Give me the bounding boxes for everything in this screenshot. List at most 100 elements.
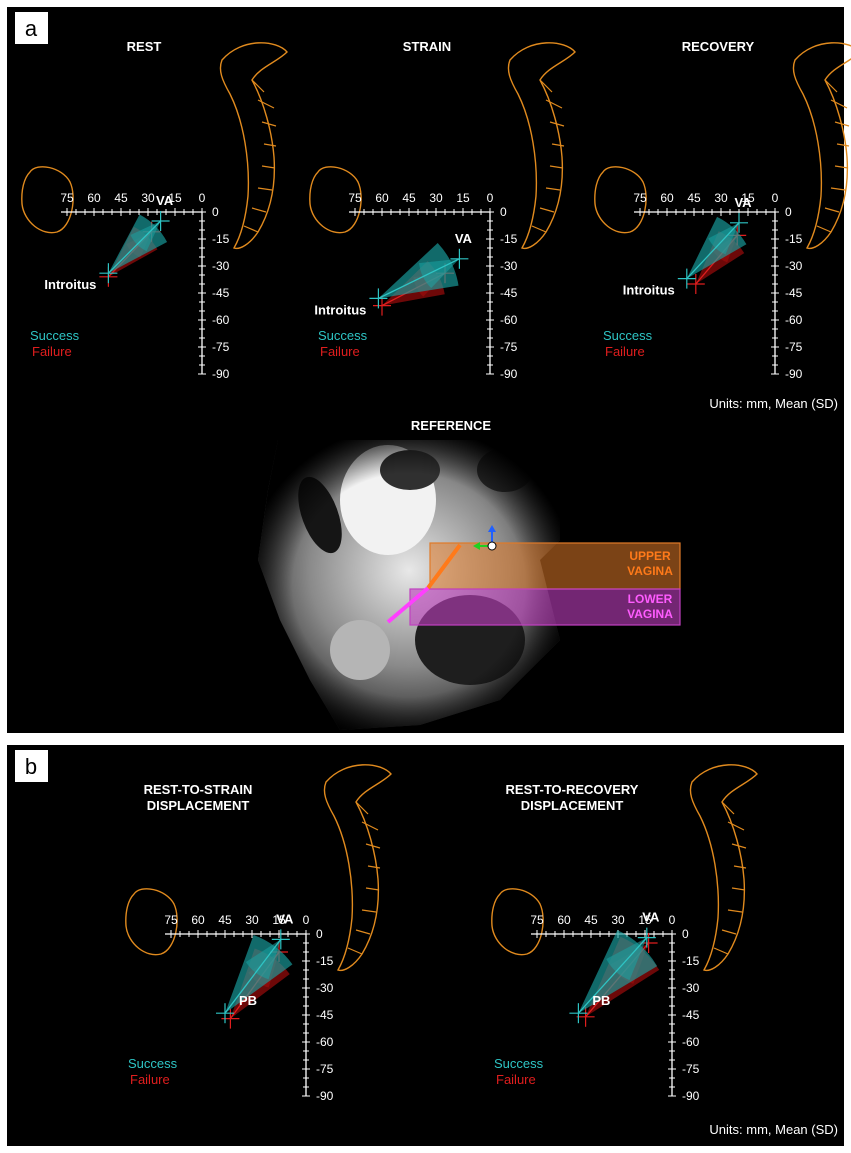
x-tick-label: 60 [87, 191, 101, 205]
sacrum-segment-6 [721, 929, 737, 935]
sacrum-segment-4 [365, 887, 380, 891]
pubic-bone-outline [309, 166, 362, 234]
sacrum-segment-7 [816, 225, 832, 233]
reference-x-arrowhead [473, 542, 480, 550]
legend-failure: Failure [32, 344, 72, 359]
panel-b-label-box [15, 750, 48, 782]
y-tick-label: -60 [212, 313, 230, 327]
sacrum-segment-5 [257, 187, 273, 191]
success-segment-line [224, 939, 282, 1014]
sacrum-segment-5 [830, 187, 846, 191]
introitus-label: Introitus [314, 302, 366, 317]
rest-to-recovery-title-line1: REST-TO-RECOVERY [506, 782, 639, 797]
x-tick-label: 0 [669, 913, 676, 927]
x-tick-label: 15 [456, 191, 470, 205]
y-tick-label: 0 [500, 205, 507, 219]
y-tick-label: -15 [500, 232, 518, 246]
rest-title: REST [127, 39, 162, 54]
sacrum-segment-3 [836, 143, 850, 147]
y-tick-label: -60 [316, 1035, 334, 1049]
lower-vagina-region [409, 588, 681, 626]
x-tick-label: 15 [638, 913, 652, 927]
x-tick-label: 45 [218, 913, 232, 927]
y-tick-label: -60 [500, 313, 518, 327]
sacrum-segment-1 [545, 99, 563, 109]
y-tick-label: -45 [500, 286, 518, 300]
y-tick-label: -45 [212, 286, 230, 300]
upper-vagina-region [429, 542, 681, 590]
x-tick-label: 30 [245, 913, 259, 927]
legend-failure: Failure [130, 1072, 170, 1087]
rest-to-strain-title-line1: REST-TO-STRAIN [144, 782, 253, 797]
x-tick-label: 75 [348, 191, 362, 205]
x-tick-label: 75 [164, 913, 178, 927]
y-tick-label: -90 [682, 1089, 700, 1103]
y-tick-label: -30 [316, 981, 334, 995]
sacrum-segment-3 [733, 865, 747, 869]
pubic-bone-outline [21, 166, 74, 234]
lower-vagina-label-line1: LOWER [628, 592, 673, 606]
recovery-title: RECOVERY [682, 39, 755, 54]
y-tick-label: -30 [500, 259, 518, 273]
x-tick-label: 30 [141, 191, 155, 205]
y-tick-label: -60 [785, 313, 803, 327]
reference-y-arrowhead [488, 525, 496, 532]
panel-a-label: a [25, 16, 38, 41]
x-tick-label: 60 [375, 191, 389, 205]
success-va-sd-wedge [245, 939, 281, 980]
panel-b-frame [5, 743, 846, 1148]
y-tick-label: 0 [682, 927, 689, 941]
success-segment-sd-wedge [378, 243, 459, 299]
y-tick-label: -15 [785, 232, 803, 246]
sacrum-segment-4 [731, 887, 746, 891]
x-tick-label: 30 [429, 191, 443, 205]
sacrum-segment-6 [355, 929, 371, 935]
x-tick-label: 75 [633, 191, 647, 205]
va-label: VA [642, 910, 660, 925]
sacrum-segment-7 [243, 225, 259, 233]
sacrum-segment-5 [361, 909, 377, 913]
sacrum-segment-5 [727, 909, 743, 913]
sacrum-segment-5 [545, 187, 561, 191]
va-label: VA [156, 193, 174, 208]
legend-failure: Failure [605, 344, 645, 359]
x-tick-label: 15 [741, 191, 755, 205]
success-segment-line [107, 220, 162, 274]
sacrum-segment-2 [549, 121, 565, 127]
upper-vagina-axis [426, 543, 462, 590]
y-tick-label: -75 [316, 1062, 334, 1076]
x-tick-label: 0 [199, 191, 206, 205]
sacrum-outline [323, 764, 392, 972]
y-tick-label: -90 [212, 367, 230, 381]
sacrum-segment-6 [824, 207, 840, 213]
introitus-label: Introitus [44, 277, 96, 292]
sacrum-segment-2 [834, 121, 850, 127]
lower-vagina-axis [386, 586, 430, 624]
x-tick-label: 60 [557, 913, 571, 927]
sacrum-outline [792, 42, 851, 250]
rest-plot: 75 60 45 30 15 00 -15 -30 -45 -60 -75 -90 VA Introitu… [21, 42, 288, 381]
sacrum-segment-0 [721, 801, 735, 815]
sacrum-segment-3 [263, 143, 277, 147]
sacrum-segment-1 [361, 821, 379, 831]
y-tick-label: -30 [785, 259, 803, 273]
y-tick-label: -15 [316, 954, 334, 968]
sacrum-segment-1 [257, 99, 275, 109]
reference-title: REFERENCE [411, 418, 492, 433]
y-tick-label: -75 [212, 340, 230, 354]
success-segment-line [577, 937, 648, 1014]
x-tick-label: 45 [584, 913, 598, 927]
rest-to-strain-plot: 75 60 45 30 15 00 -15 -30 -45 -60 -75 -90 VA PB Succes… [125, 764, 392, 1103]
reference-origin-marker [487, 541, 497, 551]
y-tick-label: -45 [682, 1008, 700, 1022]
x-tick-label: 45 [687, 191, 701, 205]
sacrum-segment-7 [713, 947, 729, 955]
sacrum-segment-4 [834, 165, 849, 169]
x-tick-label: 75 [530, 913, 544, 927]
x-tick-label: 15 [168, 191, 182, 205]
sacrum-segment-1 [727, 821, 745, 831]
panel-b-label: b [25, 754, 37, 779]
y-tick-label: 0 [785, 205, 792, 219]
y-tick-label: -45 [316, 1008, 334, 1022]
